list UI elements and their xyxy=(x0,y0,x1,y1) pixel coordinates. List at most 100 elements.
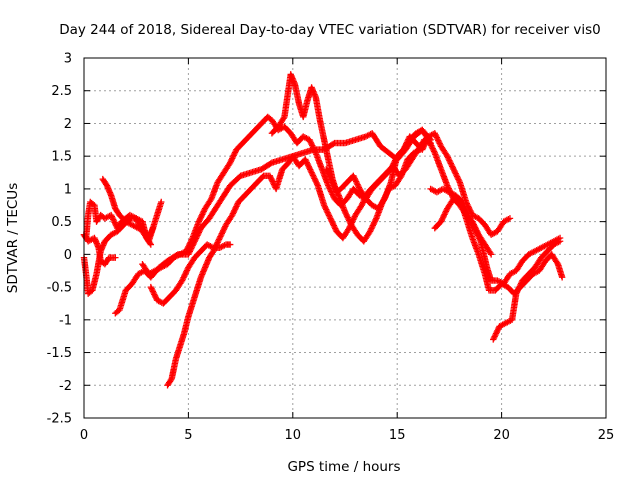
data-point-marker xyxy=(307,139,315,146)
data-point-marker xyxy=(199,209,207,217)
data-point-marker xyxy=(302,156,309,163)
data-point-marker xyxy=(197,215,204,222)
data-point-marker xyxy=(328,189,335,197)
data-point-marker xyxy=(228,156,235,164)
data-point-marker xyxy=(444,182,451,189)
data-point-marker xyxy=(355,182,362,190)
data-point-marker xyxy=(422,139,429,146)
data-point-marker xyxy=(346,218,354,226)
data-point-marker xyxy=(372,216,379,224)
data-point-marker xyxy=(506,215,514,222)
data-point-marker xyxy=(226,241,234,248)
y-tick-label: 1 xyxy=(64,182,72,197)
data-point-marker xyxy=(438,216,445,224)
data-point-marker xyxy=(446,158,454,166)
data-point-marker xyxy=(330,222,338,229)
data-point-marker xyxy=(147,241,155,248)
data-point-marker xyxy=(404,137,411,145)
data-point-marker xyxy=(382,191,390,198)
data-point-marker xyxy=(350,214,358,222)
data-point-marker xyxy=(353,179,361,187)
data-point-marker xyxy=(229,155,236,162)
data-point-marker xyxy=(344,214,351,221)
data-point-marker xyxy=(313,179,320,186)
data-point-marker xyxy=(323,207,331,215)
data-point-marker xyxy=(304,162,312,169)
data-point-marker xyxy=(513,290,520,297)
data-point-marker xyxy=(220,226,228,233)
data-point-marker xyxy=(470,223,477,230)
axis-ticks: 0 5 10 15 20 25 -2.5 -2 -1.5 -1 -0.5 0 0.5 1 1.5 2 2.5 3 xyxy=(47,52,615,444)
data-point-marker xyxy=(329,191,336,198)
data-point-marker xyxy=(513,288,521,296)
data-point-marker xyxy=(185,242,193,249)
data-point-marker xyxy=(149,224,157,232)
data-point-marker xyxy=(180,274,187,281)
data-point-marker xyxy=(310,173,317,181)
data-point-marker xyxy=(232,204,239,212)
data-point-marker xyxy=(200,208,207,215)
data-point-marker xyxy=(196,216,203,224)
data-point-marker xyxy=(267,160,274,167)
data-point-marker xyxy=(380,197,387,204)
data-point-marker xyxy=(448,161,455,169)
data-point-marker xyxy=(345,215,352,223)
data-point-marker xyxy=(492,331,499,339)
data-point-marker xyxy=(435,137,442,144)
data-point-marker xyxy=(220,227,227,234)
data-point-marker xyxy=(329,192,337,200)
data-point-marker xyxy=(437,218,445,225)
y-tick-label: -2.5 xyxy=(47,412,72,427)
data-point-marker xyxy=(516,283,523,290)
data-point-marker xyxy=(325,182,332,189)
data-point-marker xyxy=(199,211,206,218)
data-point-marker xyxy=(110,217,118,225)
data-point-marker xyxy=(321,203,329,210)
data-point-marker xyxy=(434,135,441,143)
data-point-marker xyxy=(210,247,217,255)
data-point-marker xyxy=(420,143,427,150)
data-point-marker xyxy=(308,169,315,176)
y-axis-label: SDTVAR / TECUs xyxy=(5,183,21,293)
data-point-marker xyxy=(233,201,241,209)
grid-lines xyxy=(84,58,606,418)
data-point-marker xyxy=(333,187,340,195)
data-point-marker xyxy=(342,210,349,217)
data-point-marker xyxy=(280,115,287,122)
data-point-marker xyxy=(179,275,187,283)
series-arc-10 xyxy=(323,146,424,245)
data-point-marker xyxy=(369,222,377,229)
data-point-marker xyxy=(178,277,186,284)
data-point-marker xyxy=(327,215,334,222)
data-point-marker xyxy=(345,217,353,224)
data-point-marker xyxy=(431,130,438,137)
y-tick-label: 0.5 xyxy=(51,215,72,230)
data-point-marker xyxy=(320,202,328,209)
y-tick-label: 1.5 xyxy=(51,150,72,165)
data-point-marker xyxy=(181,271,189,278)
x-tick-label: 15 xyxy=(389,428,406,443)
data-point-marker xyxy=(325,210,332,218)
data-point-marker xyxy=(219,228,226,236)
data-point-marker xyxy=(221,224,228,232)
data-point-marker xyxy=(517,281,524,289)
data-point-marker xyxy=(111,219,118,226)
data-point-marker xyxy=(432,131,439,138)
data-point-marker xyxy=(359,200,366,208)
data-point-marker xyxy=(231,206,239,213)
data-point-marker xyxy=(150,289,157,297)
data-point-marker xyxy=(233,203,240,210)
data-point-marker xyxy=(268,176,276,184)
data-point-marker xyxy=(334,190,342,198)
data-point-marker xyxy=(429,145,436,152)
data-point-marker xyxy=(309,170,316,178)
data-point-marker xyxy=(474,230,481,238)
data-point-marker xyxy=(352,178,360,185)
data-point-marker xyxy=(213,242,220,249)
data-point-marker xyxy=(332,186,340,193)
data-point-marker xyxy=(186,240,193,248)
data-point-marker xyxy=(517,280,525,287)
data-point-marker xyxy=(309,172,317,179)
y-tick-label: 3 xyxy=(64,52,72,67)
